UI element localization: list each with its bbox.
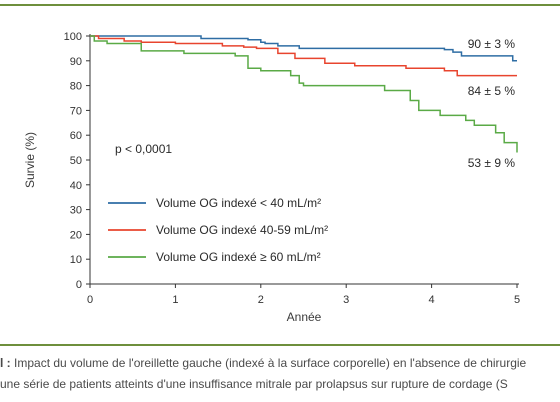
y-tick-label: 70	[70, 105, 82, 117]
end-label-1: 90 ± 3 %	[468, 37, 516, 51]
y-tick-label: 20	[70, 229, 82, 241]
x-tick-label: 0	[87, 294, 93, 306]
caption-figure-number: l :	[0, 356, 11, 370]
bottom-rule	[0, 344, 560, 346]
legend: Volume OG indexé < 40 mL/m² Volume OG ind…	[108, 196, 328, 264]
series-line-3	[90, 35, 518, 153]
caption-line-1: l : Impact du volume de l'oreillette gau…	[0, 356, 560, 370]
end-labels: 90 ± 3 % 84 ± 5 % 53 ± 9 %	[468, 37, 516, 170]
x-tick-label: 3	[343, 294, 349, 306]
y-tick-label: 10	[70, 254, 82, 266]
end-label-3: 53 ± 9 %	[468, 156, 516, 170]
y-tick-label: 80	[70, 81, 82, 93]
y-tick-label: 40	[70, 180, 82, 192]
y-axis: 0 10 20 30 40 50 60 70 80 90 100	[64, 31, 91, 291]
series-group	[90, 35, 518, 153]
x-tick-label: 5	[514, 294, 520, 306]
p-value-annotation: p < 0,0001	[115, 142, 172, 156]
series-line-1	[90, 35, 517, 62]
y-tick-label: 50	[70, 155, 82, 167]
y-tick-label: 90	[70, 56, 82, 68]
legend-label-3: Volume OG indexé ≥ 60 mL/m²	[156, 250, 321, 264]
legend-label-1: Volume OG indexé < 40 mL/m²	[156, 196, 321, 210]
legend-label-2: Volume OG indexé 40-59 mL/m²	[156, 223, 328, 237]
end-label-2: 84 ± 5 %	[468, 84, 516, 98]
y-axis-label: Survie (%)	[23, 132, 37, 188]
y-tick-label: 30	[70, 205, 82, 217]
y-tick-label: 0	[76, 279, 82, 291]
caption-line-2: une série de patients atteints d'une ins…	[0, 377, 560, 391]
y-tick-label: 60	[70, 130, 82, 142]
caption-text-2: une série de patients atteints d'une ins…	[0, 377, 508, 391]
series-line-2	[90, 35, 517, 77]
top-rule	[0, 4, 560, 6]
caption-text-1: Impact du volume de l'oreillette gauche …	[14, 356, 527, 370]
survival-chart: 0 10 20 30 40 50 60 70 80 90 100 0 1 2 3 4 5 Survie (%)…	[23, 31, 520, 324]
x-axis-label: Année	[287, 310, 322, 324]
y-tick-label: 100	[64, 31, 82, 43]
x-tick-label: 4	[429, 294, 435, 306]
x-tick-label: 2	[258, 294, 264, 306]
x-tick-label: 1	[172, 294, 178, 306]
x-axis: 0 1 2 3 4 5	[87, 283, 520, 306]
